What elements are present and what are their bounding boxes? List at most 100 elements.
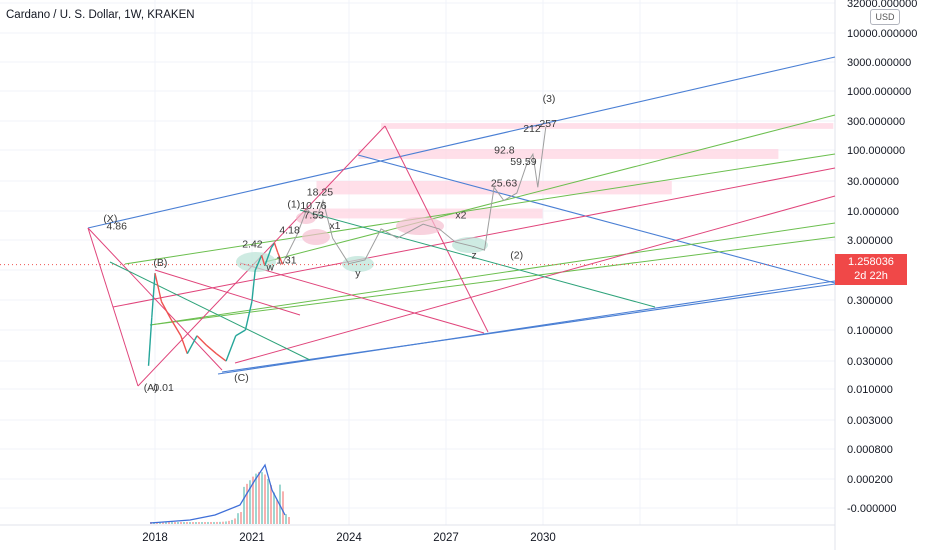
channel-line-teal bbox=[299, 209, 656, 308]
channel-line-pink bbox=[239, 262, 485, 334]
price-segment bbox=[254, 255, 263, 271]
y-tick-label: 3.000000 bbox=[847, 235, 893, 247]
last-price-tag: 1.258036 2d 22h bbox=[835, 254, 907, 285]
volume-bar bbox=[255, 473, 257, 524]
volume-bar bbox=[258, 471, 260, 524]
resistance-zone bbox=[303, 208, 543, 219]
resistance-zone bbox=[358, 149, 779, 159]
pattern-ellipse bbox=[342, 256, 374, 272]
price-segment bbox=[196, 335, 208, 346]
wave-annotation: (C) bbox=[234, 372, 249, 384]
price-segment bbox=[251, 270, 256, 302]
wave-annotation: 25.63 bbox=[491, 178, 517, 190]
volume-bar bbox=[189, 522, 191, 524]
volume-bar bbox=[276, 500, 278, 524]
wave-annotation: (B) bbox=[153, 257, 167, 269]
volume-bar bbox=[204, 521, 206, 524]
x-tick-label: 2024 bbox=[336, 532, 362, 544]
pattern-ellipse bbox=[452, 237, 488, 253]
channel-line-pink bbox=[154, 269, 301, 316]
wave-annotation: w bbox=[265, 262, 274, 274]
volume-bar bbox=[183, 522, 185, 524]
wave-annotation: 10.76 bbox=[300, 200, 326, 212]
y-tick-label: 100.000000 bbox=[847, 145, 905, 157]
y-tick-label: 0.000200 bbox=[847, 474, 893, 486]
wave-annotation: 92.8 bbox=[494, 144, 515, 156]
wave-annotation: (2) bbox=[510, 249, 523, 261]
volume-bar bbox=[225, 521, 227, 524]
volume-bar bbox=[210, 521, 212, 524]
bar-countdown: 2d 22h bbox=[854, 270, 888, 282]
wave-annotation: (A) bbox=[144, 382, 158, 394]
wave-annotation: 1.31 bbox=[276, 255, 297, 267]
volume-bar bbox=[171, 522, 173, 524]
price-segment bbox=[264, 247, 272, 267]
price-segment bbox=[244, 301, 253, 331]
pattern-ellipse bbox=[302, 229, 330, 245]
volume-bar bbox=[288, 517, 290, 524]
x-tick-label: 2027 bbox=[433, 532, 459, 544]
y-tick-label: 0.010000 bbox=[847, 384, 893, 396]
y-tick-label: 300.000000 bbox=[847, 116, 905, 128]
volume-bar bbox=[168, 522, 170, 524]
volume-bar bbox=[165, 522, 167, 524]
pattern-ellipse bbox=[296, 212, 316, 224]
volume-bar bbox=[237, 513, 239, 524]
wave-annotation: 2.42 bbox=[242, 239, 263, 251]
price-segment bbox=[215, 353, 227, 362]
volume-bar bbox=[249, 480, 251, 524]
volume-bar bbox=[186, 522, 188, 524]
volume-bar bbox=[201, 521, 203, 524]
volume-bar bbox=[240, 512, 242, 524]
volume-bar bbox=[285, 514, 287, 524]
volume-bar bbox=[180, 522, 182, 524]
wave-annotation: 18.25 bbox=[307, 186, 333, 198]
price-segment bbox=[160, 301, 172, 320]
wave-annotation: 212 bbox=[523, 123, 541, 135]
channel-line-green bbox=[149, 236, 836, 326]
price-segment bbox=[273, 242, 279, 253]
y-tick-label: 1000.000000 bbox=[847, 86, 911, 98]
volume-bar bbox=[207, 521, 209, 524]
wave-annotation: x2 bbox=[455, 209, 466, 221]
wave-annotation: (1) bbox=[287, 198, 300, 210]
y-tick-label: 0.100000 bbox=[847, 325, 893, 337]
price-segment bbox=[235, 329, 246, 337]
x-tick-label: 2030 bbox=[530, 532, 556, 544]
price-segment bbox=[154, 273, 163, 302]
price-segment bbox=[186, 335, 198, 355]
volume-bar bbox=[195, 521, 197, 524]
wave-annotation: (X) bbox=[103, 213, 117, 225]
y-tick-label: 0.030000 bbox=[847, 356, 893, 368]
projected-path bbox=[282, 127, 547, 265]
wave-annotation: 4.18 bbox=[279, 225, 300, 237]
wave-annotation: 257 bbox=[539, 118, 557, 130]
price-segment bbox=[170, 319, 182, 337]
volume-bar bbox=[192, 522, 194, 524]
volume-bar bbox=[198, 521, 200, 524]
volume-bar bbox=[234, 518, 236, 524]
volume-bar bbox=[252, 476, 254, 524]
currency-scale-button[interactable]: USD bbox=[870, 9, 900, 25]
volume-bar bbox=[282, 491, 284, 524]
y-tick-label: 10.000000 bbox=[847, 206, 899, 218]
y-tick-label: 3000.000000 bbox=[847, 57, 911, 69]
volume-bar bbox=[159, 522, 161, 524]
y-tick-label: 0.000800 bbox=[847, 444, 893, 456]
wave-annotation: 7.53 bbox=[304, 209, 325, 221]
x-tick-label: 2021 bbox=[239, 532, 265, 544]
price-segment bbox=[225, 335, 237, 362]
x-tick-label: 2018 bbox=[142, 532, 168, 544]
volume-bar bbox=[261, 472, 263, 524]
y-tick-label: 32000.000000 bbox=[847, 0, 917, 10]
channel-line-blue bbox=[87, 56, 836, 229]
volume-bar bbox=[273, 492, 275, 524]
channel-line-teal bbox=[109, 261, 311, 361]
volume-bar bbox=[174, 522, 176, 524]
channel-line-pink bbox=[234, 195, 836, 364]
volume-bar bbox=[162, 522, 164, 524]
volume-bar bbox=[231, 519, 233, 524]
volume-bar bbox=[264, 474, 266, 524]
